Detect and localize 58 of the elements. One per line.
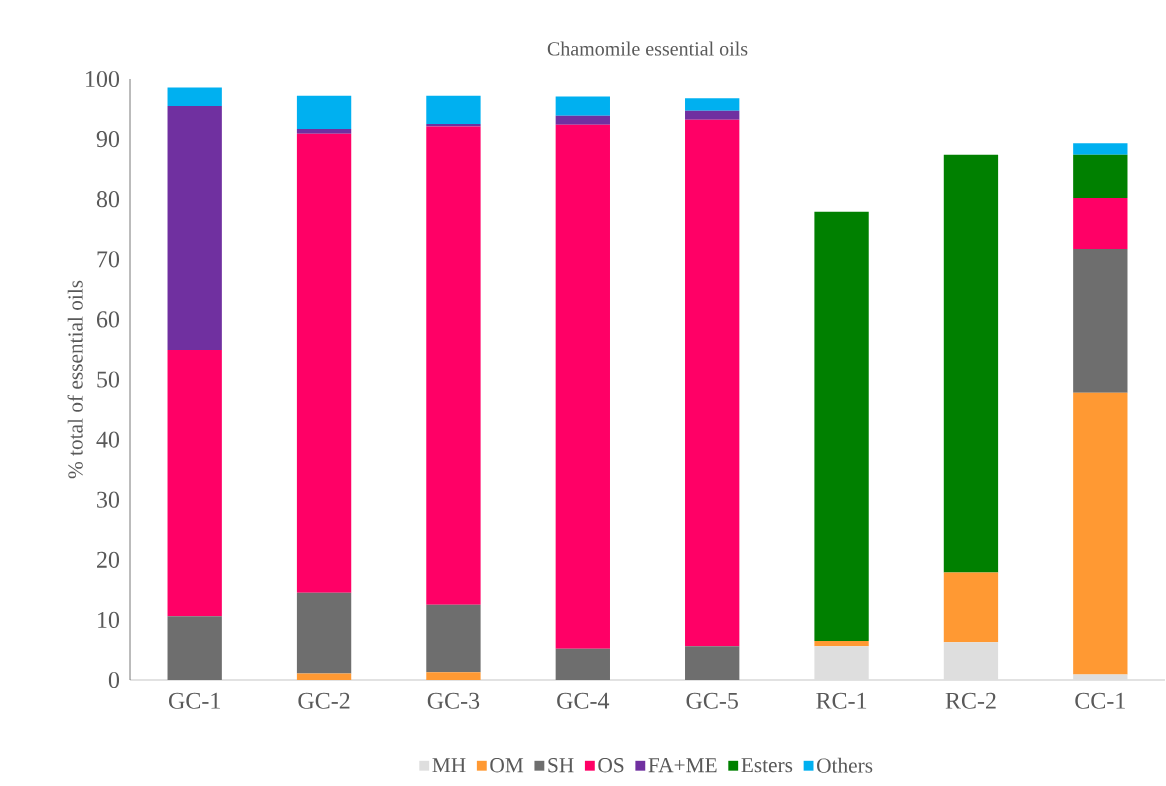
y-tick-label: 60 — [96, 311, 120, 328]
bar — [943, 154, 999, 573]
y-tick-label: 50 — [97, 371, 120, 388]
bar — [167, 87, 222, 107]
bar — [685, 98, 740, 111]
y-axis-title: % total of essential oils — [67, 280, 83, 479]
bar — [296, 133, 352, 593]
y-tick-label: 0 — [108, 671, 120, 689]
legend-label: MH — [432, 758, 466, 773]
y-tick-label: 90 — [96, 131, 120, 148]
x-tick-label: RC-1 — [816, 692, 867, 709]
bar — [296, 95, 352, 129]
y-tick-label: 40 — [96, 431, 120, 448]
bar — [685, 119, 740, 647]
bar — [555, 124, 610, 649]
bar — [1073, 154, 1128, 198]
bar — [555, 115, 610, 125]
bar — [426, 604, 481, 673]
chart-title: Chamomile essential oils — [547, 41, 748, 56]
bar — [555, 96, 610, 116]
bar — [1073, 249, 1128, 393]
y-tick-label: 100 — [86, 70, 120, 88]
bar — [814, 640, 869, 647]
x-tick-label: CC-1 — [1075, 692, 1125, 709]
bar — [426, 672, 481, 680]
bar — [555, 648, 610, 680]
bar — [296, 592, 352, 674]
legend-label: Others — [817, 757, 873, 773]
bar — [1073, 143, 1128, 155]
x-tick-label: GC-1 — [169, 692, 220, 709]
y-tick-label: 30 — [97, 491, 120, 508]
legend-label: SH — [548, 758, 574, 773]
x-tick-label: GC-5 — [686, 692, 738, 709]
bar — [296, 128, 352, 134]
bar — [167, 616, 222, 680]
bar — [1073, 197, 1128, 250]
x-tick-label: RC-2 — [945, 692, 996, 709]
x-tick-label: GC-3 — [427, 692, 480, 709]
bar — [167, 106, 222, 351]
bar — [1073, 392, 1128, 675]
bar — [296, 673, 352, 680]
legend-label: FA+ME — [648, 758, 717, 773]
bar — [426, 126, 481, 605]
bar — [426, 95, 481, 125]
y-tick-label: 20 — [97, 551, 120, 568]
bar — [943, 572, 999, 643]
x-tick-label: GC-4 — [557, 692, 610, 709]
bar — [167, 350, 222, 617]
bar — [685, 646, 740, 680]
y-tick-label: 10 — [98, 611, 120, 628]
legend-label: Esters — [741, 758, 793, 773]
x-tick-label: GC-2 — [298, 692, 350, 709]
legend-label: OS — [598, 758, 624, 773]
bar — [814, 211, 869, 641]
bar — [685, 110, 740, 120]
y-tick-label: 70 — [97, 251, 120, 268]
y-tick-label: 80 — [96, 191, 120, 208]
legend-label: OM — [490, 758, 524, 773]
